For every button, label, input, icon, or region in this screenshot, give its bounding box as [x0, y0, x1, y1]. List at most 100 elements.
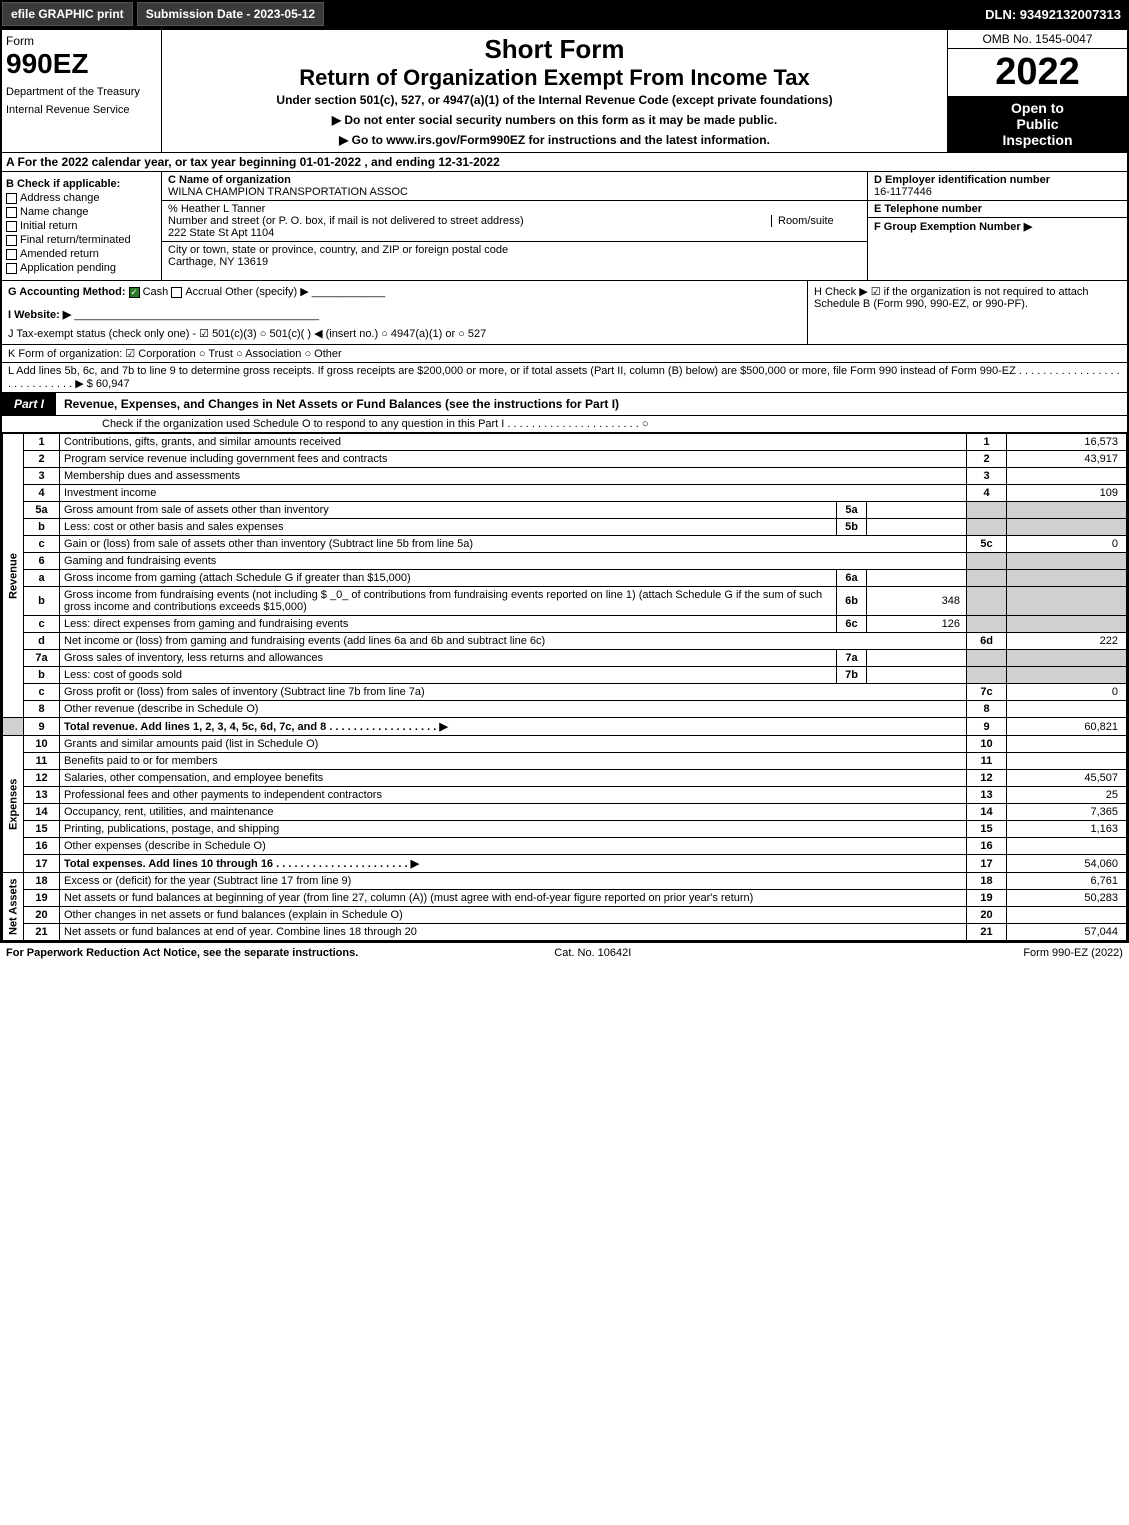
row-9-vertpad	[3, 718, 24, 736]
chk-accrual[interactable]	[171, 287, 182, 298]
chk-initial-return[interactable]	[6, 221, 17, 232]
row-21-num: 21	[24, 924, 60, 941]
section-def: D Employer identification number 16-1177…	[867, 172, 1127, 280]
row-20-desc: Other changes in net assets or fund bala…	[60, 907, 967, 924]
chk-cash[interactable]: ✓	[129, 287, 140, 298]
row-11-amtnum: 11	[967, 753, 1007, 770]
row-6b-shade2	[1007, 587, 1127, 616]
part1-header: Part I Revenue, Expenses, and Changes in…	[2, 393, 1127, 416]
care-of: % Heather L Tanner	[168, 203, 861, 215]
row-12-num: 12	[24, 770, 60, 787]
row-15-amtnum: 15	[967, 821, 1007, 838]
omb-number: OMB No. 1545-0047	[948, 30, 1127, 49]
row-21-amt: 57,044	[1007, 924, 1127, 941]
row-17-num: 17	[24, 855, 60, 873]
chk-amended-return[interactable]	[6, 249, 17, 260]
row-6c-subval: 126	[867, 616, 967, 633]
netassets-vert-label: Net Assets	[3, 873, 24, 941]
row-19-amtnum: 19	[967, 890, 1007, 907]
row-3-desc: Membership dues and assessments	[60, 468, 967, 485]
ssn-warning: ▶ Do not enter social security numbers o…	[170, 113, 939, 127]
row-7a-subnum: 7a	[837, 650, 867, 667]
row-14-amtnum: 14	[967, 804, 1007, 821]
instructions-link[interactable]: ▶ Go to www.irs.gov/Form990EZ for instru…	[170, 133, 939, 147]
tax-year: 2022	[948, 49, 1127, 96]
row-7c-num: c	[24, 684, 60, 701]
row-18-desc: Excess or (deficit) for the year (Subtra…	[60, 873, 967, 890]
row-12-amt: 45,507	[1007, 770, 1127, 787]
public-inspection-badge: Open to Public Inspection	[948, 96, 1127, 152]
row-9-amtnum: 9	[967, 718, 1007, 736]
row-7b-desc: Less: cost of goods sold	[60, 667, 837, 684]
chk-address-change[interactable]	[6, 193, 17, 204]
section-l: L Add lines 5b, 6c, and 7b to line 9 to …	[2, 363, 1127, 393]
page-footer: For Paperwork Reduction Act Notice, see …	[0, 943, 1129, 963]
row-11-amt	[1007, 753, 1127, 770]
footer-form: Form 990-EZ (2022)	[1023, 947, 1123, 959]
lbl-name-change: Name change	[20, 206, 89, 218]
row-6c-shade1	[967, 616, 1007, 633]
efile-print-button[interactable]: efile GRAPHIC print	[2, 2, 133, 26]
row-4-desc: Investment income	[60, 485, 967, 502]
row-5b-shade2	[1007, 519, 1127, 536]
expenses-vert-label: Expenses	[3, 736, 24, 873]
row-10-amtnum: 10	[967, 736, 1007, 753]
row-12-desc: Salaries, other compensation, and employ…	[60, 770, 967, 787]
row-6c-shade2	[1007, 616, 1127, 633]
form-right-block: OMB No. 1545-0047 2022 Open to Public In…	[947, 30, 1127, 152]
lbl-final-return: Final return/terminated	[20, 234, 131, 246]
form-title: Return of Organization Exempt From Incom…	[170, 65, 939, 91]
form-word: Form	[6, 34, 157, 48]
row-15-amt: 1,163	[1007, 821, 1127, 838]
row-17-amt: 54,060	[1007, 855, 1127, 873]
chk-name-change[interactable]	[6, 207, 17, 218]
city-state-zip: Carthage, NY 13619	[168, 256, 861, 268]
row-14-num: 14	[24, 804, 60, 821]
section-b: B Check if applicable: Address change Na…	[2, 172, 162, 280]
row-6b-subnum: 6b	[837, 587, 867, 616]
row-6b-subval: 348	[867, 587, 967, 616]
row-6c-desc: Less: direct expenses from gaming and fu…	[60, 616, 837, 633]
form-id-block: Form 990EZ Department of the Treasury In…	[2, 30, 162, 152]
row-6a-shade1	[967, 570, 1007, 587]
row-8-amt	[1007, 701, 1127, 718]
row-6c-num: c	[24, 616, 60, 633]
row-3-amt	[1007, 468, 1127, 485]
row-6-num: 6	[24, 553, 60, 570]
row-4-num: 4	[24, 485, 60, 502]
part1-check-line: Check if the organization used Schedule …	[2, 416, 1127, 433]
lbl-application-pending: Application pending	[20, 262, 116, 274]
row-6a-num: a	[24, 570, 60, 587]
row-6a-subval	[867, 570, 967, 587]
row-7b-subval	[867, 667, 967, 684]
row-5a-subnum: 5a	[837, 502, 867, 519]
row-16-desc: Other expenses (describe in Schedule O)	[60, 838, 967, 855]
row-5a-desc: Gross amount from sale of assets other t…	[60, 502, 837, 519]
row-1-amt: 16,573	[1007, 434, 1127, 451]
chk-application-pending[interactable]	[6, 263, 17, 274]
section-a: A For the 2022 calendar year, or tax yea…	[2, 153, 1127, 172]
row-19-num: 19	[24, 890, 60, 907]
chk-final-return[interactable]	[6, 235, 17, 246]
row-6d-amtnum: 6d	[967, 633, 1007, 650]
row-2-amtnum: 2	[967, 451, 1007, 468]
row-7a-subval	[867, 650, 967, 667]
row-6c-subnum: 6c	[837, 616, 867, 633]
e-label: E Telephone number	[874, 203, 982, 215]
row-13-desc: Professional fees and other payments to …	[60, 787, 967, 804]
row-20-amt	[1007, 907, 1127, 924]
row-5a-shade2	[1007, 502, 1127, 519]
submission-date-button[interactable]: Submission Date - 2023-05-12	[137, 2, 324, 26]
row-13-num: 13	[24, 787, 60, 804]
form-container: Form 990EZ Department of the Treasury In…	[0, 28, 1129, 943]
part1-title: Revenue, Expenses, and Changes in Net As…	[56, 393, 627, 415]
row-6a-desc: Gross income from gaming (attach Schedul…	[60, 570, 837, 587]
row-18-amtnum: 18	[967, 873, 1007, 890]
footer-catno: Cat. No. 10642I	[554, 947, 631, 959]
row-7a-shade1	[967, 650, 1007, 667]
row-16-amt	[1007, 838, 1127, 855]
row-16-amtnum: 16	[967, 838, 1007, 855]
row-5b-subnum: 5b	[837, 519, 867, 536]
gh-row: G Accounting Method: ✓Cash Accrual Other…	[2, 281, 1127, 345]
form-number: 990EZ	[6, 48, 157, 80]
